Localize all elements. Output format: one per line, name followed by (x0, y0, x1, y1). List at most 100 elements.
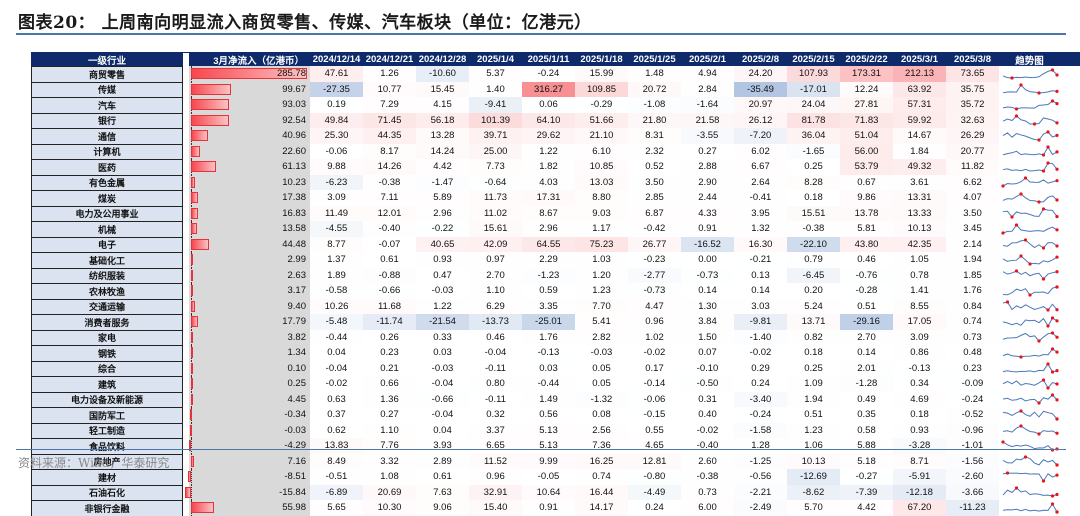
march-inflow-value: 4.45 (287, 393, 307, 405)
weekly-flow-cell: 3.50 (963, 207, 982, 219)
header-date: 2025/3/1 (901, 54, 938, 65)
inflow-bar (191, 130, 208, 141)
weekly-flow-cell: 1.85 (963, 269, 982, 281)
march-inflow-cell: 3.82 (189, 329, 310, 345)
weekly-flow-cell: 0.13 (751, 269, 770, 281)
weekly-flow-cell: 13.28 (416, 128, 469, 144)
weekly-flow-cell: 5.81 (857, 223, 876, 235)
march-inflow-value: 2.99 (287, 254, 307, 266)
weekly-flow-cell: 9.88 (310, 159, 363, 175)
weekly-flow-cell: -0.05 (537, 471, 560, 483)
weekly-flow-cell: -1.25 (749, 455, 772, 467)
inflow-bar (191, 254, 193, 265)
weekly-flow-cell: 8.17 (380, 145, 399, 157)
source-note: 资料来源：Wind，华泰研究 (18, 456, 170, 470)
table-row: 国防军工 -0.34 0.37 0.27 -0.04 0.32 0.56 0.08 -0.15 0… (31, 407, 1080, 423)
industry-label: 银行 (31, 112, 183, 128)
table-row: 纺织服装 2.63 1.89 -0.88 0.47 2.70 -1.23 1.20 -2.77 -… (31, 267, 1080, 283)
inflow-bar (191, 223, 197, 234)
weekly-flow-cell: -11.23 (946, 500, 999, 516)
weekly-flow-cell: -0.02 (696, 424, 719, 436)
weekly-flow-cell: 1.05 (910, 254, 929, 266)
march-inflow-cell: 16.83 (189, 205, 310, 221)
weekly-flow-cell: -0.02 (325, 378, 348, 390)
sparkline-icon (1002, 424, 1059, 436)
weekly-flow-cell: 1.10 (380, 424, 399, 436)
march-inflow-cell: 22.60 (189, 143, 310, 159)
table-row: 钢铁 1.34 0.04 0.23 0.03 -0.04 -0.13 -0.03 -0.02 0.… (31, 345, 1080, 361)
weekly-flow-cell: -7.20 (734, 128, 787, 144)
table-row: 石油石化 -15.84 -6.89 20.69 7.63 32.91 10.64 16.44-… (31, 484, 1080, 501)
inflow-bar (187, 471, 191, 482)
weekly-flow-cell: 7.63 (433, 486, 452, 498)
weekly-flow-cell: 0.80 (486, 378, 505, 390)
weekly-flow-cell: 0.04 (433, 424, 452, 436)
weekly-flow-cell: 9.99 (522, 454, 575, 470)
trend-sparkline (999, 97, 1060, 113)
march-inflow-value: 93.03 (282, 99, 306, 111)
spacer (183, 314, 189, 330)
weekly-flow-cell: -0.40 (696, 440, 719, 452)
weekly-flow-cell: 16.30 (734, 236, 787, 252)
weekly-flow-cell: 3.03 (751, 300, 770, 312)
march-inflow-value: 7.16 (287, 455, 307, 467)
weekly-flow-cell: 6.29 (486, 300, 505, 312)
weekly-flow-cell: 0.97 (486, 254, 505, 266)
weekly-flow-cell: 42.35 (893, 236, 946, 252)
industry-label: 农林牧渔 (31, 283, 183, 299)
trend-sparkline (999, 128, 1060, 144)
weekly-flow-cell: 9.03 (592, 207, 611, 219)
weekly-flow-cell: 3.35 (539, 300, 558, 312)
weekly-flow-cell: 81.78 (787, 112, 840, 128)
weekly-flow-cell: 2.44 (698, 192, 717, 204)
weekly-flow-cell: 71.83 (840, 112, 893, 128)
march-inflow-cell: 10.23 (189, 174, 310, 190)
weekly-flow-cell: 15.99 (575, 66, 628, 82)
inflow-bar (189, 440, 192, 451)
march-inflow-value: 285.78 (276, 68, 306, 80)
inflow-bar (191, 83, 232, 95)
weekly-flow-cell: 53.79 (840, 159, 893, 175)
weekly-flow-cell: -0.23 (643, 254, 666, 266)
table-row: 电力及公用事业 16.83 11.49 12.01 2.96 11.02 8.67 9.03 6… (31, 205, 1080, 221)
spacer (183, 345, 189, 361)
weekly-flow-cell: 3.84 (698, 316, 717, 328)
weekly-flow-cell: 43.80 (840, 236, 893, 252)
weekly-flow-cell: 0.73 (963, 331, 982, 343)
weekly-flow-cell: 0.06 (539, 99, 558, 111)
weekly-flow-cell: 0.91 (539, 502, 558, 514)
weekly-flow-cell: 14.24 (416, 144, 469, 160)
march-inflow-cell: -0.34 (189, 407, 310, 423)
weekly-flow-cell: 0.61 (380, 254, 399, 266)
weekly-flow-cell: 0.14 (751, 285, 770, 297)
industry-label: 房地产 (31, 453, 183, 469)
inflow-bar (191, 502, 214, 513)
weekly-flow-cell: -1.01 (961, 440, 984, 452)
weekly-flow-cell: 3.37 (486, 424, 505, 436)
weekly-flow-cell: 63.92 (893, 81, 946, 97)
weekly-flow-cell: 1.06 (804, 440, 823, 452)
spacer (183, 422, 189, 438)
weekly-flow-cell: 2.90 (698, 176, 717, 188)
header-date: 2024/12/21 (365, 54, 414, 65)
trend-sparkline (999, 485, 1060, 501)
weekly-flow-cell: 0.03 (433, 347, 452, 359)
weekly-flow-cell: 7.36 (592, 440, 611, 452)
weekly-flow-cell: -0.42 (643, 223, 666, 235)
weekly-flow-cell: 1.36 (380, 393, 399, 405)
weekly-flow-cell: 20.97 (734, 97, 787, 113)
weekly-flow-cell: -0.73 (643, 285, 666, 297)
weekly-flow-cell: -0.51 (325, 471, 348, 483)
spacer (183, 252, 189, 268)
weekly-flow-cell: -2.21 (734, 485, 787, 501)
weekly-flow-cell: 73.65 (946, 66, 999, 82)
weekly-flow-cell: -0.04 (484, 347, 507, 359)
title-divider (16, 33, 1066, 35)
industry-label: 有色金属 (31, 174, 183, 190)
weekly-flow-cell: 3.93 (433, 440, 452, 452)
header-date: 2025/1/25 (633, 54, 676, 65)
weekly-flow-cell: 14.67 (893, 128, 946, 144)
march-inflow-value: 2.63 (287, 269, 307, 281)
weekly-flow-cell: -22.10 (787, 236, 840, 252)
weekly-flow-cell: 5.65 (327, 502, 346, 514)
